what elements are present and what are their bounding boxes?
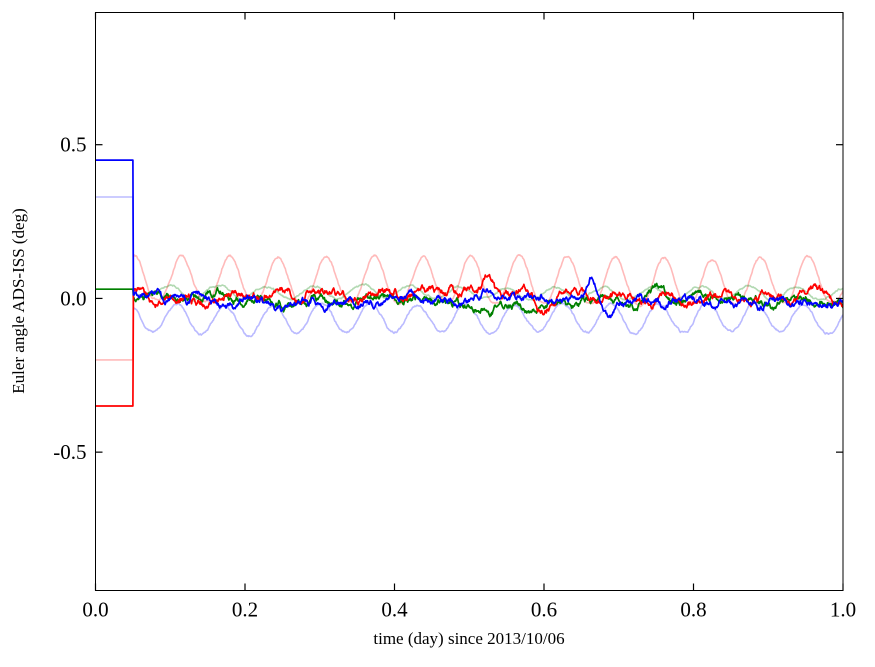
y-axis-label: Euler angle ADS-ISS (deg) bbox=[9, 208, 28, 394]
y-tick-label: 0.0 bbox=[60, 286, 86, 310]
x-tick-label: 0.4 bbox=[381, 598, 408, 622]
x-tick-label: 0.6 bbox=[531, 598, 557, 622]
series-line-green bbox=[95, 282, 843, 318]
y-tick-label: -0.5 bbox=[53, 440, 86, 464]
series-line-red-faint bbox=[95, 253, 843, 361]
x-tick-label: 0.0 bbox=[82, 598, 108, 622]
axes-layer: 0.0 0.2 0.4 0.6 0.8 1.0 -0.5 0.0 0.5 bbox=[53, 12, 856, 622]
x-tick-label: 1.0 bbox=[830, 598, 856, 622]
x-tick-label: 0.2 bbox=[232, 598, 258, 622]
series-layer bbox=[95, 159, 843, 407]
x-tick-label: 0.8 bbox=[680, 598, 706, 622]
series-line-red bbox=[95, 273, 843, 407]
y-tick-label: 0.5 bbox=[60, 133, 86, 157]
plot-border bbox=[95, 12, 844, 591]
series-line-blue bbox=[95, 159, 843, 319]
x-axis-label: time (day) since 2013/10/06 bbox=[373, 629, 564, 648]
series-line-blue-faint bbox=[95, 196, 843, 338]
